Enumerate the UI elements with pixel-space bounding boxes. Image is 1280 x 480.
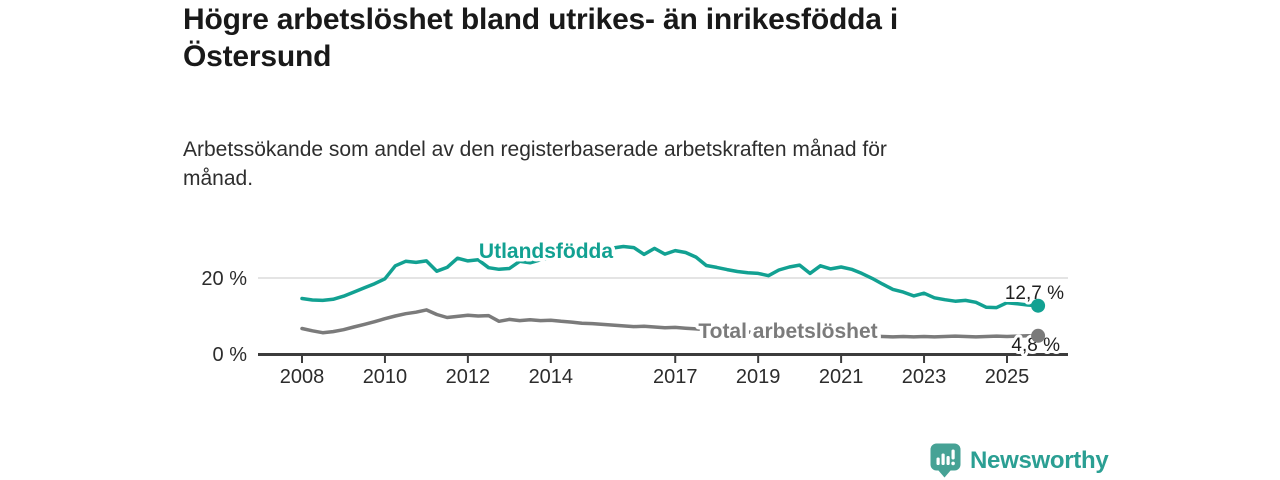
- end-value-label-utlandsfodda: 12,7 %: [1005, 283, 1064, 304]
- x-tick-label: 2023: [902, 366, 947, 388]
- x-tick-label: 2017: [653, 366, 698, 388]
- newsworthy-logo: Newsworthy: [930, 443, 1109, 478]
- series-line-total-arbetsloshet: [300, 308, 1040, 339]
- newsworthy-logo-icon: [930, 443, 961, 478]
- speech-bubble-tail: [938, 470, 951, 478]
- chart-title: Högre arbetslöshet bland utrikes- än inr…: [183, 3, 898, 73]
- x-tick-label: 2012: [446, 366, 491, 388]
- y-tick-label: 0 %: [213, 344, 248, 366]
- x-tick-label: 2010: [363, 366, 408, 388]
- end-value-label-total-arbetsloshet: 4,8 %: [1011, 335, 1060, 356]
- x-tick-label: 2019: [736, 366, 781, 388]
- x-tick-label: 2008: [280, 366, 325, 388]
- series-label-total-arbetsloshet: Total arbetslöshet: [698, 320, 877, 343]
- x-axis-labels: 2008 2010 2012 2014 2017 2019 2021 2023 2025: [280, 366, 1029, 388]
- series-label-utlandsfodda: Utlandsfödda: [479, 240, 613, 263]
- x-tick-label: 2014: [529, 366, 574, 388]
- x-axis-tickmarks: [301, 355, 1008, 363]
- x-tick-label: 2021: [819, 366, 864, 388]
- chart-subtitle: Arbetssökande som andel av den registerb…: [183, 138, 887, 190]
- brand-name: Newsworthy: [970, 446, 1109, 474]
- end-dot-utlandsfodda: [1031, 298, 1046, 313]
- bar-chart-glyph: [936, 449, 955, 466]
- y-tick-label: 20 %: [201, 268, 247, 290]
- end-dot-total-arbetsloshet: [1031, 328, 1046, 343]
- series-line-utlandsfodda: [300, 244, 1040, 310]
- y-axis-labels: 0 % 20 %: [201, 268, 247, 366]
- x-tick-label: 2025: [985, 366, 1030, 388]
